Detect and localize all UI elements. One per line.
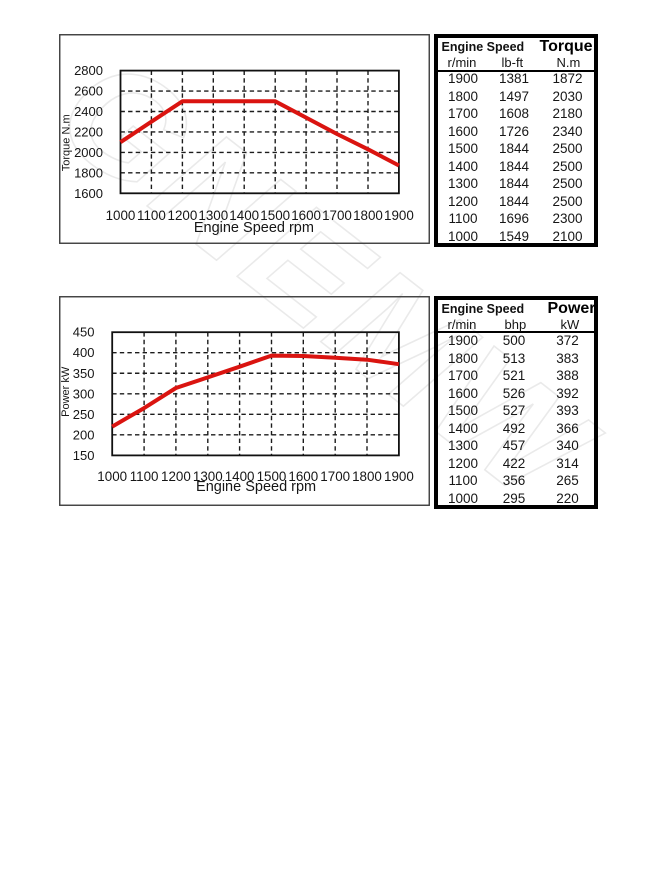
svg-text:1600: 1600 [74,186,103,201]
svg-text:2200: 2200 [74,124,103,139]
svg-text:1900: 1900 [384,469,414,484]
svg-text:1900: 1900 [384,208,414,223]
svg-text:Power kW: Power kW [60,366,72,417]
svg-text:1300: 1300 [198,208,228,223]
svg-text:1500: 1500 [257,469,287,484]
svg-text:2800: 2800 [74,63,103,78]
svg-text:1000: 1000 [97,469,127,484]
svg-text:2600: 2600 [74,84,103,99]
svg-text:1600: 1600 [291,208,321,223]
svg-text:1800: 1800 [352,469,382,484]
svg-text:Engine Speed rpm: Engine Speed rpm [194,220,314,236]
svg-text:1000: 1000 [106,208,136,223]
svg-text:1700: 1700 [320,469,350,484]
svg-text:1100: 1100 [137,208,166,223]
svg-text:1700: 1700 [322,208,352,223]
svg-text:300: 300 [73,386,95,401]
svg-text:350: 350 [73,366,95,381]
svg-text:1200: 1200 [161,469,191,484]
svg-text:250: 250 [73,407,95,422]
svg-text:1600: 1600 [288,469,318,484]
svg-text:1200: 1200 [168,208,198,223]
svg-text:2000: 2000 [74,145,103,160]
svg-text:150: 150 [73,448,95,463]
svg-text:Engine Speed rpm: Engine Speed rpm [196,479,316,495]
svg-text:1400: 1400 [229,208,259,223]
svg-text:1800: 1800 [353,208,383,223]
svg-text:200: 200 [73,427,95,442]
svg-text:Torque N.m: Torque N.m [61,114,73,171]
svg-text:1800: 1800 [74,165,103,180]
svg-text:1400: 1400 [225,469,255,484]
svg-text:1300: 1300 [193,469,223,484]
svg-text:1500: 1500 [260,208,290,223]
svg-text:2400: 2400 [74,104,103,119]
svg-text:1100: 1100 [130,469,159,484]
svg-text:400: 400 [73,345,95,360]
svg-text:450: 450 [73,325,95,340]
